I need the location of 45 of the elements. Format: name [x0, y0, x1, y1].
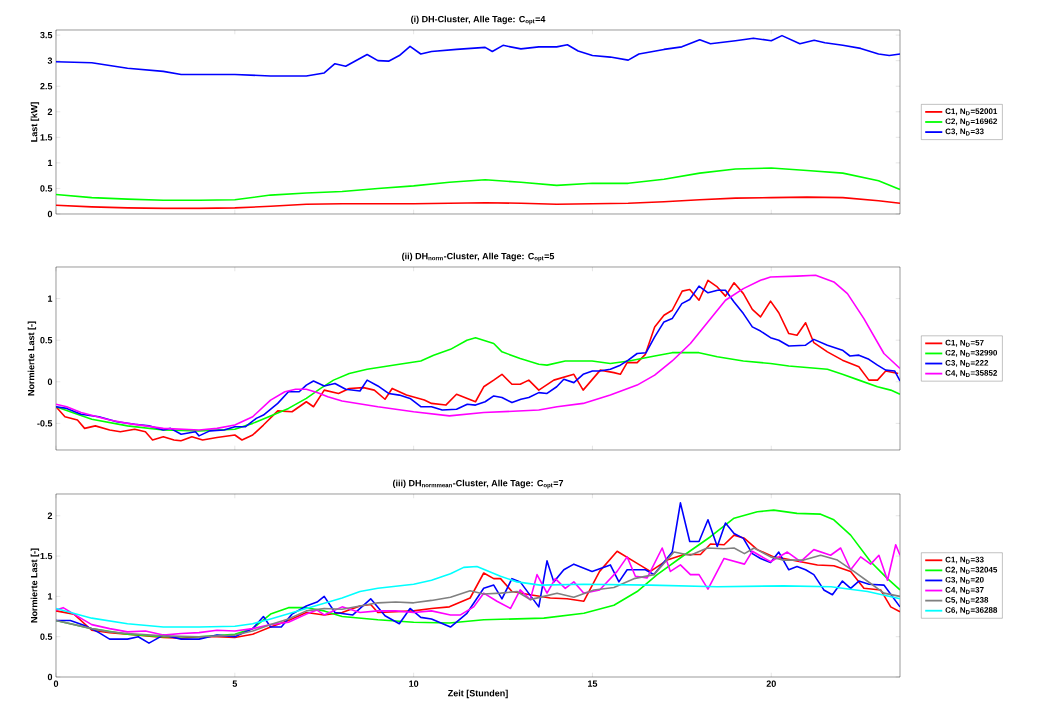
y-tick-label: 0: [47, 210, 53, 218]
legend-label: C2, N$_{D}$=32045: [945, 566, 998, 574]
y-axis-title: Last [kW]: [30, 102, 40, 142]
x-tick-label: 20: [766, 680, 776, 687]
x-tick-label: 5: [232, 680, 238, 687]
y-tick-label: 1.5: [40, 552, 53, 560]
y-tick-label: 0.5: [40, 185, 53, 192]
legend-label: C1, N$_{D}$=33: [945, 556, 984, 564]
legend-label: C4, N$_{D}$=37: [945, 587, 984, 594]
legend-label: C4, N$_{D}$=35852: [945, 370, 998, 378]
legend-label: C2, N$_{D}$=16962: [945, 118, 998, 126]
y-axis-title: Normierte Last [-]: [30, 548, 40, 623]
line-series: [56, 565, 901, 628]
y-axis-title: Normierte Last [-]: [27, 321, 37, 396]
x-tick-label: 0: [53, 680, 59, 687]
y-tick-label: 0.5: [40, 633, 53, 640]
y-tick-label: 1: [48, 593, 53, 600]
legend-label: C5, N$_{D}$=238: [945, 597, 989, 605]
y-tick-label: 1.5: [40, 134, 53, 141]
legend-label: C3, N$_{D}$=33: [945, 128, 984, 136]
y-tick-label: 0.5: [40, 337, 53, 344]
legend-label: C6, N$_{D}$=36288: [945, 607, 998, 615]
y-tick-label: 1: [48, 159, 53, 166]
y-tick-label: 2.5: [40, 83, 53, 90]
x-tick-label: 10: [409, 680, 419, 687]
legend-label: C1, N$_{D}$=57: [945, 339, 984, 347]
x-axis-title: Zeit [Stunden]: [448, 689, 508, 699]
x-tick-label: 15: [588, 680, 598, 687]
legend-label: C1, N$_{D}$=52001: [945, 108, 998, 116]
y-tick-label: 1: [48, 295, 53, 302]
y-tick-label: 2: [47, 512, 53, 519]
legend-label: C2, N$_{D}$=32990: [945, 349, 998, 357]
legend-label: C3, N$_{D}$=20: [945, 576, 984, 584]
chart-title: (i) DH-Cluster, Alle Tage: C$_{opt}$=4: [411, 15, 546, 25]
y-tick-label: -0.5: [37, 420, 53, 427]
line-series: [56, 336, 901, 432]
y-tick-label: 3.5: [40, 31, 53, 39]
chart-title: (ii) DH$_{norm}$-Cluster, Alle Tage: C$_{opt}$=5: [402, 252, 555, 262]
chart-title: (iii) DH$_{normmean}$-Cluster, Alle Tage: C$_{opt}$=7: [392, 479, 564, 489]
y-tick-label: 3: [47, 57, 53, 64]
y-tick-label: 0: [47, 673, 53, 681]
line-series: [56, 167, 901, 201]
y-tick-label: 0: [47, 378, 53, 385]
legend-label: C3, N$_{D}$=222: [945, 360, 989, 367]
y-tick-label: 2: [47, 108, 53, 115]
